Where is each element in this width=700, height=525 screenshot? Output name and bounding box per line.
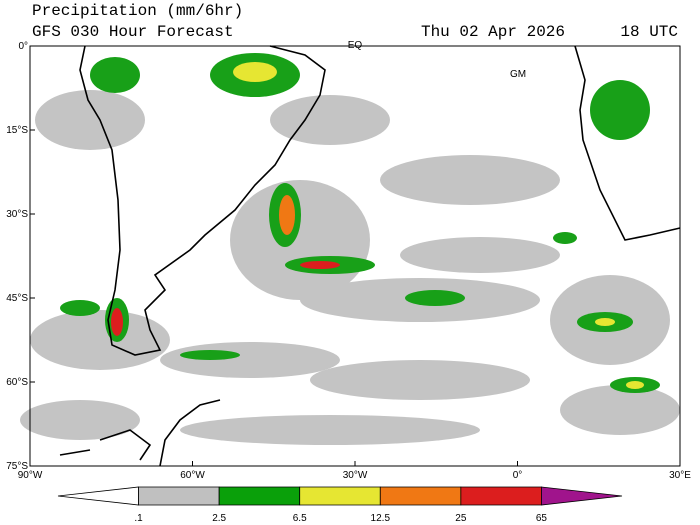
precip-area bbox=[90, 57, 140, 93]
precip-area bbox=[590, 80, 650, 140]
precip-area bbox=[180, 350, 240, 360]
lat-label: 60°S bbox=[6, 377, 28, 388]
date: Thu 02 Apr 2026 bbox=[421, 23, 565, 41]
precip-area bbox=[35, 90, 145, 150]
colorbar-segment bbox=[541, 486, 623, 506]
lon-label: 30°W bbox=[343, 470, 368, 481]
subtitle: GFS 030 Hour Forecast bbox=[32, 23, 234, 41]
precip-light bbox=[20, 90, 680, 445]
lat-label: 45°S bbox=[6, 293, 28, 304]
precip-area bbox=[20, 400, 140, 440]
precip-area bbox=[405, 290, 465, 306]
precip-area bbox=[230, 180, 370, 300]
precip-area bbox=[160, 342, 340, 378]
title: Precipitation (mm/6hr) bbox=[32, 2, 243, 20]
precip-area bbox=[279, 195, 295, 235]
lat-label: 15°S bbox=[6, 125, 28, 136]
precip-area bbox=[270, 95, 390, 145]
precip-area bbox=[111, 308, 123, 336]
lon-label: 30°E bbox=[669, 470, 691, 481]
precip-area bbox=[310, 360, 530, 400]
lon-label: 60°W bbox=[180, 470, 205, 481]
lon-label: 90°W bbox=[18, 470, 43, 481]
precip-area bbox=[595, 318, 615, 326]
map: EQ GM bbox=[20, 40, 681, 467]
colorbar-label: 2.5 bbox=[212, 513, 226, 524]
precip-heavy bbox=[60, 53, 660, 393]
colorbar-label: 25 bbox=[455, 513, 467, 524]
precip-area bbox=[60, 300, 100, 316]
precip-area bbox=[553, 232, 577, 244]
colorbar-segment bbox=[138, 486, 220, 506]
lon-label: 0° bbox=[513, 470, 523, 481]
coastline bbox=[574, 45, 681, 241]
colorbar-segment bbox=[379, 486, 462, 506]
colorbar-label: 65 bbox=[536, 513, 548, 524]
colorbar-segment bbox=[460, 486, 542, 506]
precip-area bbox=[380, 155, 560, 205]
annotation: GM bbox=[510, 69, 526, 80]
precip-area bbox=[30, 310, 170, 370]
lat-label: 30°S bbox=[6, 209, 28, 220]
lat-label: 75°S bbox=[6, 461, 28, 472]
precip-area bbox=[233, 62, 277, 82]
precip-area bbox=[560, 385, 680, 435]
coastline bbox=[59, 399, 221, 467]
colorbar-segment bbox=[299, 486, 381, 506]
precip-area bbox=[626, 381, 644, 389]
precip-area bbox=[400, 237, 560, 273]
colorbar-label: 6.5 bbox=[293, 513, 307, 524]
coastline bbox=[79, 45, 326, 356]
colorbar-segment bbox=[57, 486, 139, 506]
precip-area bbox=[180, 415, 480, 445]
annotation: EQ bbox=[348, 40, 363, 51]
colorbar-label: 12.5 bbox=[371, 513, 391, 524]
colorbar-label: .1 bbox=[134, 513, 143, 524]
lat-label: 0° bbox=[18, 41, 28, 52]
precip-area bbox=[300, 261, 340, 269]
colorbar-segment bbox=[218, 486, 301, 506]
time: 18 UTC bbox=[620, 23, 678, 41]
